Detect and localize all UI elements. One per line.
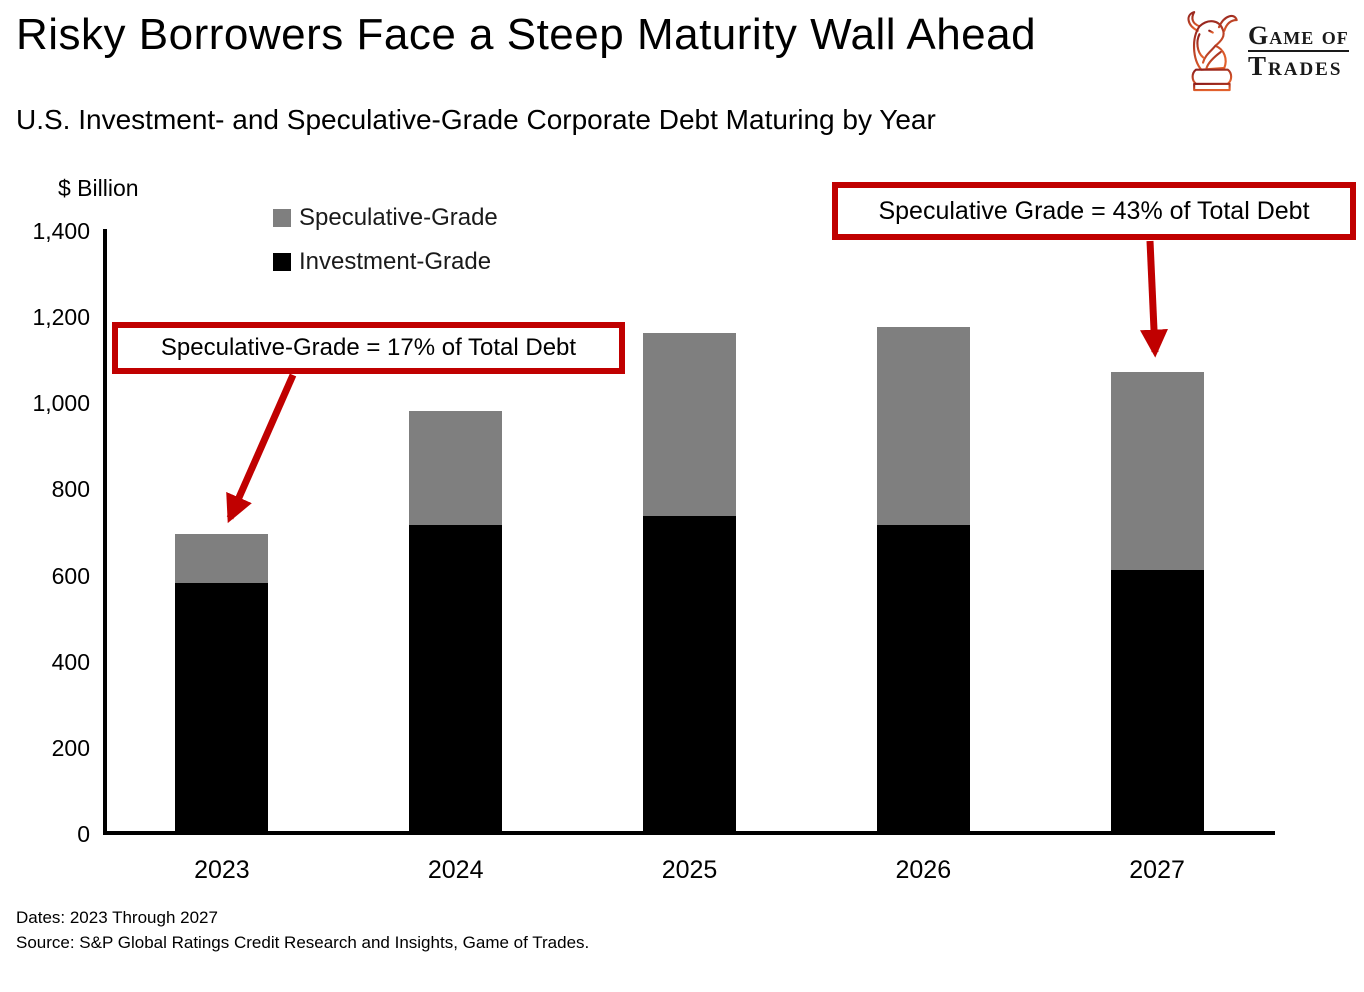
bar-2027-speculative-grade [1110,372,1204,571]
bar-2025-speculative-grade [643,333,736,517]
bar-2026-speculative-grade [876,326,970,526]
y-tick-label: 200 [51,734,90,761]
x-tick-label: 2026 [895,856,952,884]
brand-logo-line2: Trades [1248,49,1349,81]
arrow-to-2023-bar [226,373,297,524]
y-tick-label: 600 [51,562,90,589]
x-tick-label: 2027 [1129,856,1185,884]
legend-item-investment-grade: Investment-Grade [273,248,498,276]
legend: Speculative-Grade Investment-Grade [273,204,498,276]
y-tick-label: 1,400 [32,218,90,244]
x-tick-label: 2023 [194,856,250,884]
footer-source: Source: S&P Global Ratings Credit Resear… [16,933,590,952]
bull-chess-knight-icon [1187,11,1238,92]
bar-2024-speculative-grade [409,410,503,526]
legend-label: Speculative-Grade [299,204,498,231]
bar-2026-investment-grade [876,525,970,833]
x-axis-line [103,831,1275,835]
brand-logo: Game of Trades [1180,6,1350,98]
page-title: Risky Borrowers Face a Steep Maturity Wa… [16,10,1037,59]
arrow-to-2027-bar [1140,240,1168,358]
callout-43-percent: Speculative Grade = 43% of Total Debt [832,182,1356,240]
legend-item-speculative-grade: Speculative-Grade [273,204,498,232]
speculative-grade-swatch [273,209,291,227]
callout-17-percent: Speculative-Grade = 17% of Total Debt [112,322,625,374]
x-tick-label: 2024 [427,856,484,884]
x-tick-label: 2025 [661,856,718,884]
brand-logo-text: Game of Trades [1248,23,1349,80]
legend-label: Investment-Grade [299,248,492,275]
y-tick-label: 400 [51,648,90,675]
y-tick-label: 1,200 [32,304,90,331]
footer-dates: Dates: 2023 Through 2027 [16,908,218,927]
y-tick-label: 1,000 [32,390,90,417]
y-axis-unit-label: $ Billion [58,175,139,201]
brand-logo-line1: Game of [1248,21,1349,51]
y-tick-label: 800 [51,476,90,503]
y-tick-label: 0 [77,821,90,847]
bar-2025-investment-grade [643,516,736,833]
bar-2023-speculative-grade [175,533,269,584]
y-axis-line [103,229,107,835]
chart-subtitle: U.S. Investment- and Speculative-Grade C… [16,104,936,135]
bar-2024-investment-grade [409,525,503,833]
bar-2027-investment-grade [1110,570,1204,833]
investment-grade-swatch [273,253,291,271]
bar-2023-investment-grade [175,583,269,833]
